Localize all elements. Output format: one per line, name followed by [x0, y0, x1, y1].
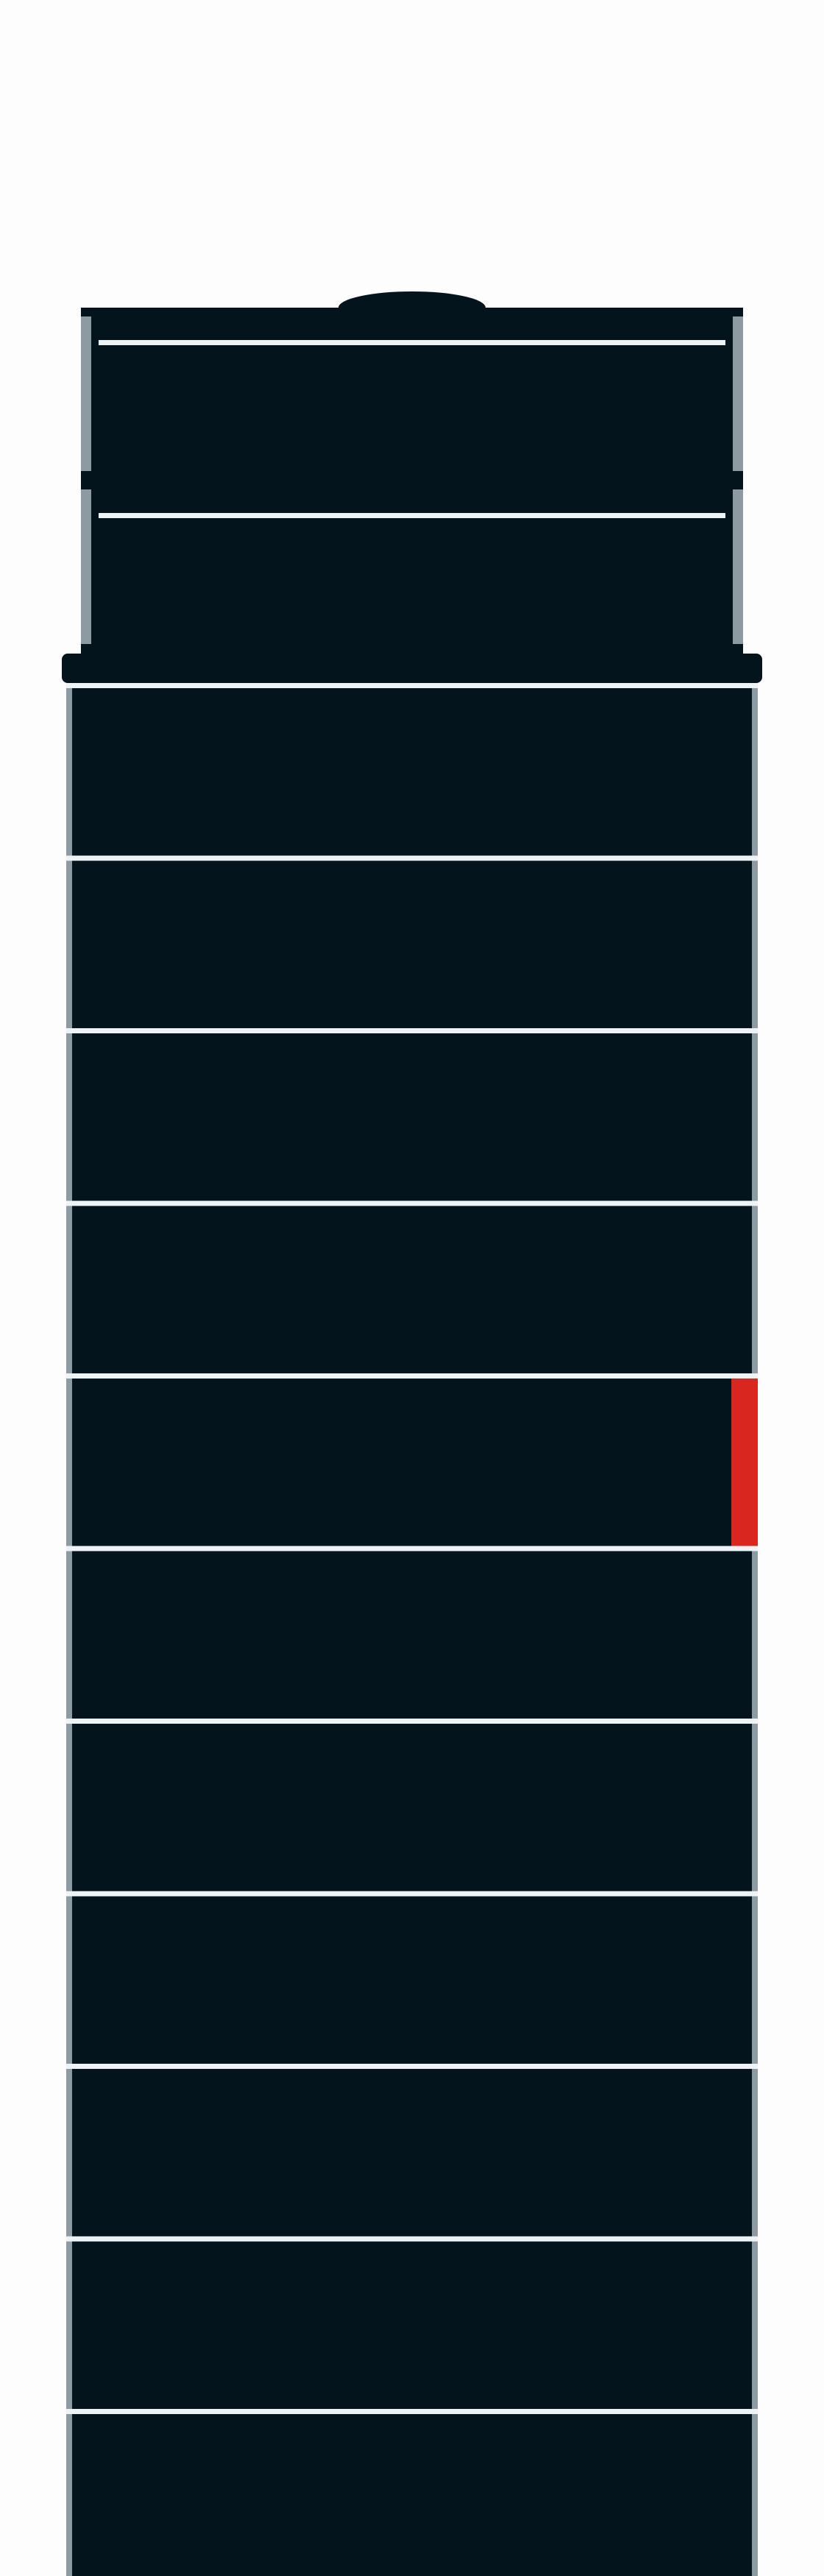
lower-floor-line-10: [66, 2236, 758, 2242]
upper-right-edge-b: [733, 489, 743, 644]
dome-icon: [338, 291, 486, 324]
upper-left-edge-b: [81, 489, 91, 644]
upper-section: [81, 308, 743, 674]
lower-floor-line-4: [66, 1200, 758, 1206]
lower-floor-line-8: [66, 1891, 758, 1897]
lower-section: [66, 683, 758, 2576]
upper-floor-line-1: [99, 340, 725, 345]
lower-floor-line-11: [66, 2409, 758, 2414]
lower-right-edge: [752, 683, 758, 2576]
lower-floor-line-3: [66, 1028, 758, 1033]
lower-floor-line-7: [66, 1719, 758, 1724]
lower-floor-line-1: [66, 683, 758, 688]
transition-ledge: [62, 654, 762, 683]
lower-floor-line-6: [66, 1546, 758, 1551]
upper-floor-line-2: [99, 513, 725, 518]
upper-left-edge-a: [81, 316, 91, 471]
lower-floor-line-9: [66, 2064, 758, 2069]
red-marker-icon: [731, 1379, 758, 1546]
lower-floor-line-2: [66, 855, 758, 861]
upper-right-edge-a: [733, 316, 743, 471]
lower-floor-line-5: [66, 1373, 758, 1379]
lower-left-edge: [66, 683, 72, 2576]
